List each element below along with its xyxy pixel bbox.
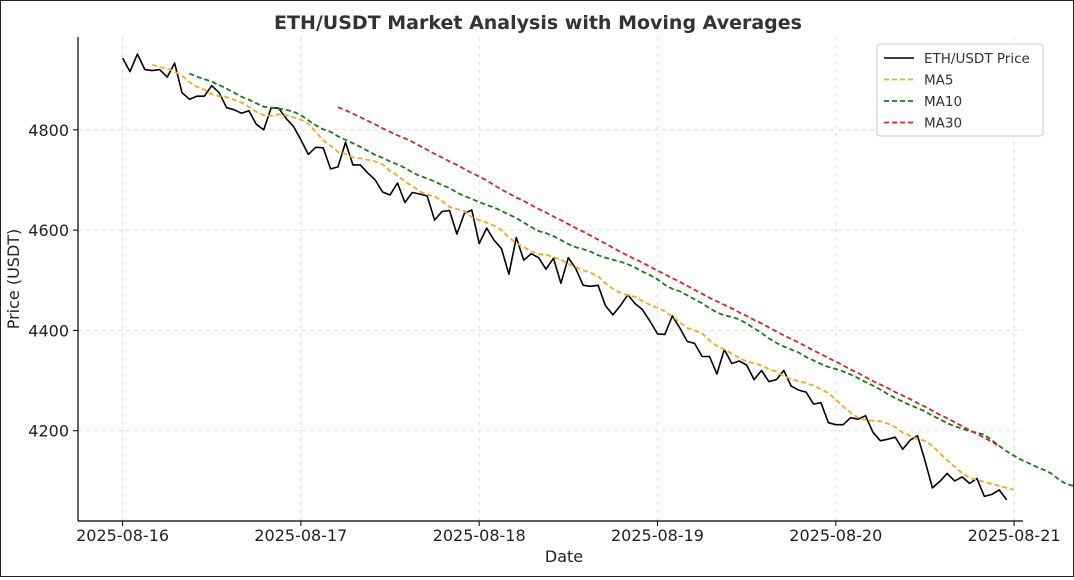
y-axis-ticks: 4200 4400 4600 4800 bbox=[28, 121, 78, 441]
y-tick-label: 4200 bbox=[28, 422, 69, 441]
series-line-3 bbox=[337, 106, 1000, 448]
y-axis-label: Price (USDT) bbox=[4, 229, 23, 330]
x-axis-label: Date bbox=[545, 547, 583, 566]
series-line-1 bbox=[152, 63, 1015, 491]
grid bbox=[78, 37, 1023, 521]
legend-label-1: MA5 bbox=[924, 73, 953, 89]
x-tick-label: 2025-08-20 bbox=[789, 526, 882, 545]
series-line-0 bbox=[121, 53, 1008, 501]
x-tick-label: 2025-08-18 bbox=[433, 526, 526, 545]
x-axis-ticks: 2025-08-16 2025-08-17 2025-08-18 2025-08-19… bbox=[76, 521, 1061, 545]
legend-label-3: MA30 bbox=[924, 116, 962, 132]
legend-label-0: ETH/USDT Price bbox=[924, 51, 1030, 67]
legend-label-2: MA10 bbox=[924, 94, 962, 110]
y-tick-label: 4400 bbox=[28, 321, 69, 340]
y-tick-label: 4600 bbox=[28, 221, 69, 240]
chart-title: ETH/USDT Market Analysis with Moving Ave… bbox=[274, 12, 802, 34]
y-tick-label: 4800 bbox=[28, 121, 69, 140]
legend: ETH/USDT Price MA5 MA10 MA30 bbox=[876, 43, 1044, 137]
x-tick-label: 2025-08-17 bbox=[254, 526, 347, 545]
legend-box bbox=[876, 43, 1044, 137]
series-line-2 bbox=[189, 72, 1074, 487]
x-tick-label: 2025-08-16 bbox=[76, 526, 169, 545]
x-tick-label: 2025-08-21 bbox=[968, 526, 1061, 545]
series-lines bbox=[121, 53, 1074, 501]
x-tick-label: 2025-08-19 bbox=[611, 526, 704, 545]
